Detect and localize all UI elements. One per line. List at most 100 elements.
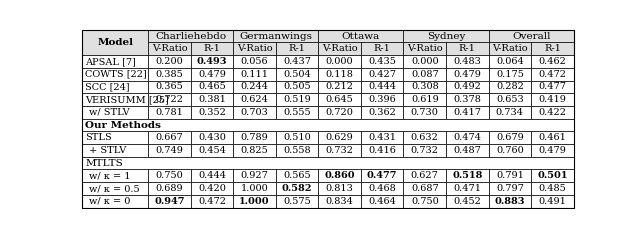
Text: 0.575: 0.575 xyxy=(284,197,311,206)
Bar xyxy=(403,182,446,195)
Bar xyxy=(83,182,148,195)
Bar xyxy=(488,106,531,119)
Bar xyxy=(276,93,318,106)
Bar xyxy=(276,106,318,119)
Text: 0.510: 0.510 xyxy=(284,133,311,142)
Bar xyxy=(488,144,531,157)
Bar xyxy=(446,55,488,68)
Bar xyxy=(361,131,403,144)
Text: 0.483: 0.483 xyxy=(453,57,481,66)
Bar xyxy=(191,81,234,93)
Bar xyxy=(148,93,191,106)
Text: w/ STLV: w/ STLV xyxy=(88,108,129,117)
Text: 0.760: 0.760 xyxy=(496,146,524,155)
Bar xyxy=(234,131,276,144)
Bar xyxy=(318,30,403,43)
Text: 0.454: 0.454 xyxy=(198,146,226,155)
Bar xyxy=(531,182,573,195)
Text: 0.385: 0.385 xyxy=(156,70,183,79)
Bar xyxy=(361,93,403,106)
Text: 0.308: 0.308 xyxy=(411,82,438,91)
Bar xyxy=(318,144,361,157)
Bar xyxy=(531,68,573,81)
Text: 0.472: 0.472 xyxy=(198,197,226,206)
Text: 0.471: 0.471 xyxy=(453,184,481,193)
Text: 0.645: 0.645 xyxy=(326,95,353,104)
Bar xyxy=(276,182,318,195)
Bar xyxy=(318,106,361,119)
Text: 0.464: 0.464 xyxy=(368,197,396,206)
Bar xyxy=(488,68,531,81)
Text: Our Methods: Our Methods xyxy=(85,121,161,129)
Text: 0.689: 0.689 xyxy=(156,184,183,193)
Bar xyxy=(318,182,361,195)
Text: 0.732: 0.732 xyxy=(326,146,354,155)
Bar xyxy=(148,169,191,182)
Bar xyxy=(446,144,488,157)
Bar xyxy=(488,30,573,43)
Bar xyxy=(234,182,276,195)
Bar xyxy=(148,195,191,208)
Bar xyxy=(276,131,318,144)
Bar xyxy=(403,131,446,144)
Text: V-Ratio: V-Ratio xyxy=(237,44,273,53)
Text: 1.000: 1.000 xyxy=(239,197,270,206)
Text: MTLTS: MTLTS xyxy=(85,159,123,168)
Text: R-1: R-1 xyxy=(544,44,561,53)
Bar xyxy=(488,182,531,195)
Text: 0.750: 0.750 xyxy=(411,197,438,206)
Text: 0.381: 0.381 xyxy=(198,95,226,104)
Bar xyxy=(148,43,191,55)
Bar xyxy=(234,144,276,157)
Bar xyxy=(148,182,191,195)
Bar xyxy=(318,43,361,55)
Bar xyxy=(446,169,488,182)
Text: 0.834: 0.834 xyxy=(326,197,354,206)
Text: w/ κ = 0: w/ κ = 0 xyxy=(88,197,130,206)
Bar xyxy=(403,81,446,93)
Bar xyxy=(531,131,573,144)
Text: 0.000: 0.000 xyxy=(411,57,438,66)
Bar xyxy=(403,169,446,182)
Bar xyxy=(488,93,531,106)
Text: 0.118: 0.118 xyxy=(326,70,354,79)
Bar xyxy=(148,106,191,119)
Bar xyxy=(83,55,148,68)
Bar xyxy=(276,169,318,182)
Bar xyxy=(234,106,276,119)
Text: 0.430: 0.430 xyxy=(198,133,226,142)
Text: 0.244: 0.244 xyxy=(241,82,269,91)
Bar xyxy=(446,43,488,55)
Bar xyxy=(83,119,573,131)
Bar xyxy=(234,195,276,208)
Bar xyxy=(234,68,276,81)
Bar xyxy=(191,43,234,55)
Bar xyxy=(531,81,573,93)
Bar xyxy=(403,106,446,119)
Text: 0.632: 0.632 xyxy=(411,133,438,142)
Bar xyxy=(361,43,403,55)
Bar xyxy=(318,81,361,93)
Text: 0.750: 0.750 xyxy=(156,171,183,180)
Text: 0.883: 0.883 xyxy=(495,197,525,206)
Bar xyxy=(83,93,148,106)
Text: V-Ratio: V-Ratio xyxy=(407,44,443,53)
Text: 0.687: 0.687 xyxy=(411,184,438,193)
Text: 0.452: 0.452 xyxy=(453,197,481,206)
Bar xyxy=(318,55,361,68)
Bar xyxy=(83,106,148,119)
Text: V-Ratio: V-Ratio xyxy=(492,44,527,53)
Bar xyxy=(276,195,318,208)
Text: 0.111: 0.111 xyxy=(241,70,269,79)
Text: V-Ratio: V-Ratio xyxy=(152,44,188,53)
Text: 0.720: 0.720 xyxy=(326,108,354,117)
Bar xyxy=(531,144,573,157)
Text: 0.679: 0.679 xyxy=(496,133,524,142)
Text: 0.282: 0.282 xyxy=(496,82,524,91)
Text: 0.730: 0.730 xyxy=(411,108,438,117)
Text: 0.465: 0.465 xyxy=(198,82,226,91)
Text: 0.722: 0.722 xyxy=(156,95,184,104)
Text: Germanwings: Germanwings xyxy=(239,31,312,41)
Bar xyxy=(234,93,276,106)
Text: 0.789: 0.789 xyxy=(241,133,268,142)
